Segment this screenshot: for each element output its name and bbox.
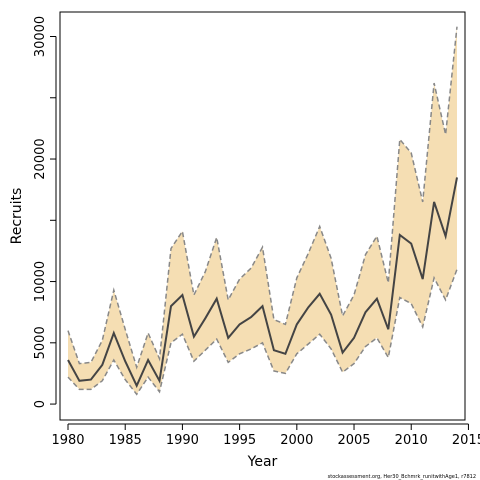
y-tick-label: 10000 (33, 261, 48, 302)
recruits-estimate-line (67, 177, 458, 389)
x-tick-label: 2005 (337, 433, 370, 448)
x-tick-label: 1995 (223, 433, 256, 448)
x-tick-label: 2015 (452, 433, 480, 448)
lower-bound-line (67, 269, 458, 396)
x-tick-label: 1985 (109, 433, 142, 448)
y-axis-label: Recruits (9, 188, 25, 245)
y-tick-label: 5000 (33, 326, 48, 359)
y-tick-label: 30000 (33, 16, 48, 57)
y-tick-label: 0 (33, 400, 48, 408)
x-tick-label: 2010 (395, 433, 428, 448)
y-tick-label: 20000 (33, 138, 48, 179)
x-axis: 1980 1985 1990 1995 2000 2005 2010 2015 (51, 423, 480, 448)
y-axis: 0 5000 10000 20000 30000 (33, 16, 57, 408)
x-tick-label: 2000 (280, 433, 313, 448)
source-footnote: stockassessment.org, Her30_Bchmrk_runitw… (327, 474, 476, 480)
upper-bound-line (67, 26, 458, 370)
x-tick-label: 1980 (51, 433, 84, 448)
plot-frame (59, 11, 466, 421)
x-axis-label: Year (247, 454, 278, 470)
x-tick-label: 1990 (166, 433, 199, 448)
confidence-band (68, 26, 457, 395)
